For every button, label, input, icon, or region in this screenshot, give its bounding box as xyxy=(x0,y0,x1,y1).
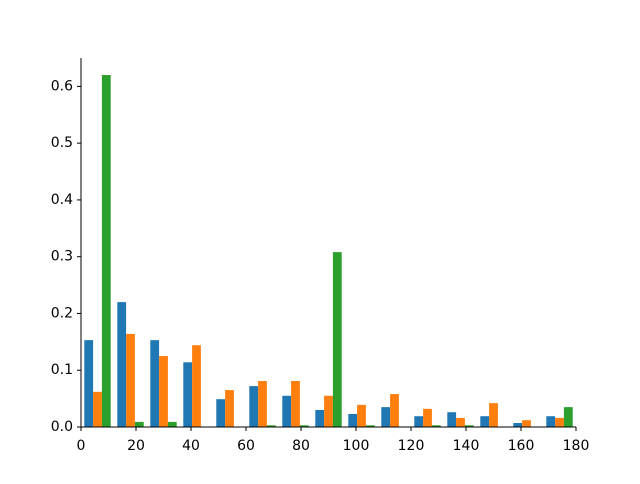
bar xyxy=(381,407,391,427)
x-tick-label: 160 xyxy=(508,438,535,454)
bar xyxy=(423,408,432,427)
bar xyxy=(357,404,366,427)
bar xyxy=(456,417,465,427)
bar xyxy=(84,340,94,427)
bar xyxy=(431,425,441,427)
bar xyxy=(291,381,300,427)
bar xyxy=(332,252,342,427)
bar xyxy=(93,391,102,427)
bar xyxy=(216,399,226,427)
bar xyxy=(348,413,358,427)
bar xyxy=(324,395,333,427)
bar xyxy=(522,420,531,427)
bar xyxy=(134,421,144,427)
x-tick-label: 20 xyxy=(127,438,145,454)
bar xyxy=(266,425,276,427)
y-tick-label: 0.1 xyxy=(51,362,73,378)
y-tick-label: 0.4 xyxy=(51,192,73,208)
bar xyxy=(183,362,193,427)
bar xyxy=(447,412,457,427)
y-tick-label: 0.0 xyxy=(51,419,73,435)
bar xyxy=(390,394,399,427)
bar xyxy=(117,302,127,427)
x-tick-label: 40 xyxy=(182,438,200,454)
bar xyxy=(546,416,556,427)
y-tick-label: 0.2 xyxy=(51,305,73,321)
bar xyxy=(480,416,490,427)
bar xyxy=(225,390,234,427)
bar xyxy=(464,425,474,427)
bar xyxy=(258,381,267,427)
y-tick-label: 0.6 xyxy=(51,78,73,94)
bar xyxy=(555,417,564,427)
x-tick-label: 140 xyxy=(453,438,480,454)
bar xyxy=(192,345,201,427)
x-tick-label: 180 xyxy=(563,438,590,454)
bar xyxy=(101,75,111,428)
bar xyxy=(150,340,160,427)
bar xyxy=(315,409,325,427)
bar xyxy=(299,425,309,427)
x-tick-label: 80 xyxy=(292,438,310,454)
x-tick-label: 60 xyxy=(237,438,255,454)
bar xyxy=(563,407,573,427)
bar xyxy=(126,333,135,427)
bar xyxy=(282,395,292,427)
x-tick-label: 100 xyxy=(343,438,370,454)
bar xyxy=(489,403,498,427)
bar xyxy=(414,416,424,427)
bar xyxy=(249,386,259,427)
y-tick-label: 0.3 xyxy=(51,249,73,265)
bar xyxy=(159,356,168,427)
y-tick-label: 0.5 xyxy=(51,135,73,151)
bar xyxy=(513,423,523,427)
x-tick-label: 120 xyxy=(398,438,425,454)
bar xyxy=(167,421,177,427)
bar xyxy=(365,425,375,427)
x-tick-label: 0 xyxy=(77,438,86,454)
